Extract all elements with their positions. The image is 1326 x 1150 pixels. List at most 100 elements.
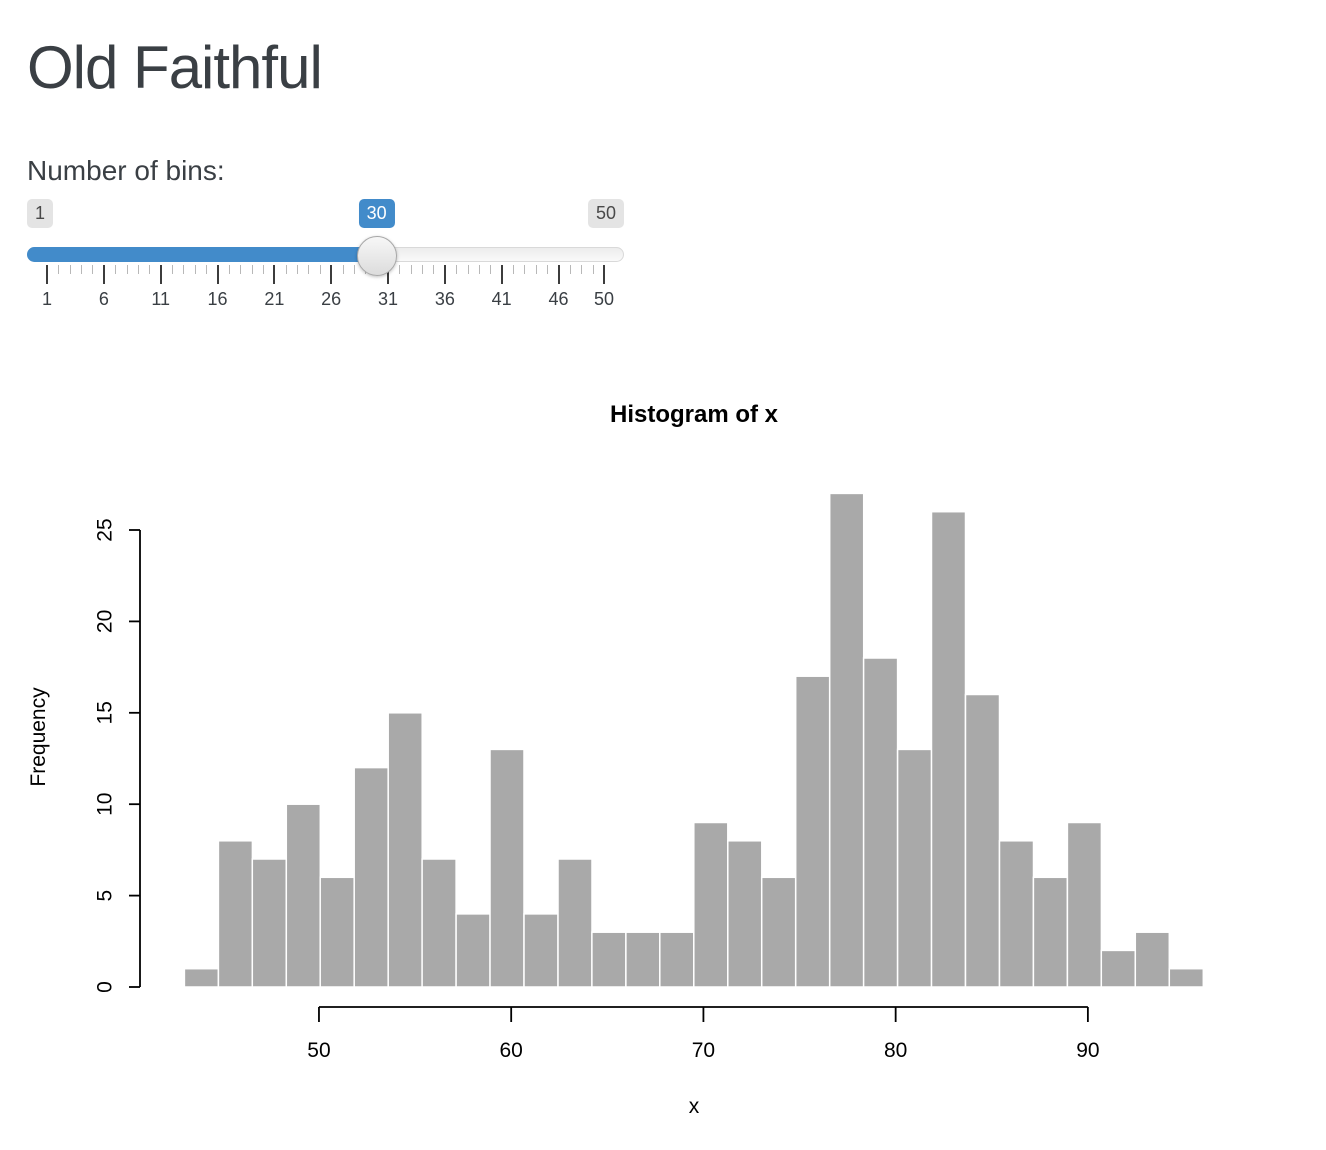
slider-tick [330, 265, 333, 284]
slider-tick [92, 265, 94, 274]
slider-handle[interactable] [356, 236, 397, 276]
page-title: Old Faithful [27, 34, 323, 101]
slider-tick-label: 46 [548, 289, 569, 309]
histogram-bar [896, 748, 933, 988]
slider-tick [353, 265, 355, 274]
histogram-bar [625, 931, 661, 988]
slider-tick [194, 265, 196, 274]
slider-tick [399, 265, 401, 274]
histogram-bar [693, 821, 729, 988]
slider-tick [456, 265, 458, 274]
histogram-bar [251, 858, 288, 988]
slider-grid: 1 6 11 16 21 26 31 36 41 46 50 [27, 265, 624, 313]
slider-tick [513, 265, 515, 274]
histogram-bar [387, 712, 423, 988]
histogram-bar [319, 876, 355, 988]
histogram-bar [455, 913, 491, 988]
slider-tick [569, 265, 571, 274]
x-tick-label: 80 [884, 1039, 907, 1062]
slider-track[interactable] [27, 247, 624, 262]
slider-tick [319, 265, 321, 274]
histogram-bar [285, 803, 322, 988]
slider-tick [240, 265, 242, 274]
x-tick-label: 90 [1076, 1039, 1099, 1062]
y-tick-label: 10 [94, 793, 117, 816]
slider-tick [206, 265, 208, 274]
slider-tick [478, 265, 480, 274]
slider-tick-label: 6 [98, 289, 109, 309]
histogram-bar [1100, 949, 1137, 988]
histogram-bar [930, 510, 967, 988]
x-tick-label: 50 [307, 1039, 330, 1062]
slider-tick [422, 265, 424, 274]
slider-tick [387, 265, 390, 284]
slider-tick [410, 265, 412, 274]
slider-tick [46, 265, 48, 284]
slider-tick [535, 265, 537, 274]
slider-tick [172, 265, 174, 274]
histogram-bar [183, 967, 220, 988]
histogram-bar [760, 876, 797, 988]
slider-tick [69, 265, 71, 274]
histogram-bar [862, 657, 899, 988]
slider-tick [126, 265, 128, 274]
slider-tick-label: 16 [207, 289, 228, 309]
slider-tick-label: 1 [41, 289, 53, 309]
slider-tick [581, 265, 583, 274]
x-axis-label: x [689, 1095, 700, 1118]
histogram-bar [1032, 876, 1069, 988]
slider-fill [27, 247, 378, 262]
slider-tick [524, 265, 526, 274]
histogram-bar [1168, 967, 1205, 988]
slider-label: Number of bins: [27, 155, 225, 186]
slider-tick [342, 265, 344, 274]
slider-tick [137, 265, 139, 274]
y-tick-label: 15 [94, 701, 117, 724]
slider-tick [603, 265, 605, 284]
slider-tick [273, 265, 276, 284]
slider-tick [149, 265, 151, 274]
x-tick-label: 60 [500, 1039, 523, 1062]
slider-tick [228, 265, 230, 274]
slider-min-badge: 1 [27, 199, 54, 228]
histogram-bar [1134, 931, 1171, 988]
slider-tick [592, 265, 594, 274]
y-axis-label: Frequency [27, 687, 50, 787]
y-tick-label: 20 [94, 610, 117, 633]
slider-tick-label: 31 [378, 289, 399, 309]
slider-value-badge: 30 [358, 199, 395, 228]
histogram-plot: 0 5 10 15 20 25 50 60 70 80 90 Histogram of x x Frequ… [27, 401, 1205, 1118]
slider-tick [216, 265, 219, 284]
slider-tick [467, 265, 469, 274]
slider-tick [500, 265, 503, 284]
slider-tick [490, 265, 492, 274]
slider-tick [308, 265, 310, 274]
slider-tick [297, 265, 299, 274]
histogram-bar [659, 931, 695, 988]
slider-tick-label: 50 [593, 289, 615, 309]
histogram-bar [998, 840, 1035, 988]
slider-tick-label: 26 [321, 289, 342, 309]
histogram-bar [217, 840, 254, 988]
y-tick-label: 5 [94, 890, 117, 902]
slider-tick-label: 11 [151, 289, 171, 309]
x-tick-label: 70 [692, 1039, 715, 1062]
slider-tick [183, 265, 185, 274]
slider-tick [547, 265, 549, 274]
histogram-bar [828, 492, 865, 988]
y-tick-label: 0 [94, 981, 117, 993]
histogram-bar [421, 858, 457, 988]
slider-tick [557, 265, 560, 284]
slider-tick [159, 265, 162, 284]
slider-tick [102, 265, 105, 284]
slider-tick [285, 265, 287, 274]
chart-title: Histogram of x [610, 401, 779, 428]
histogram-bar [557, 858, 593, 988]
slider-tick [115, 265, 117, 274]
histogram-bar [964, 693, 1001, 988]
histogram-bar [591, 931, 627, 988]
slider-tick [443, 265, 446, 284]
slider-max-badge: 50 [587, 199, 624, 228]
slider-tick [433, 265, 435, 274]
